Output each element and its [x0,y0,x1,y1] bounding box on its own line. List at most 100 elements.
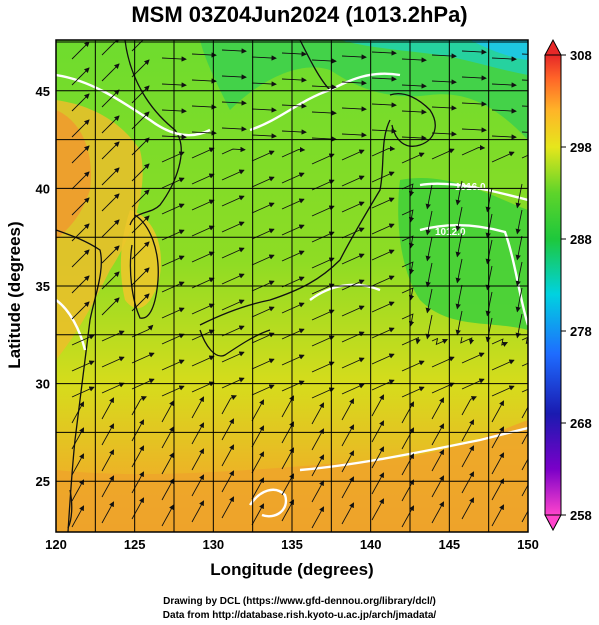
streamline [341,80,367,86]
streamline [455,258,463,284]
streamline [461,75,487,81]
x-tick-label: 140 [360,537,382,552]
streamline [71,301,90,320]
isobar-1012 [419,224,528,326]
colorbar: 258 268 278 288 298 308 [544,38,592,532]
streamline [161,151,185,163]
streamline [431,148,455,160]
streamline [281,276,305,288]
streamline [431,382,455,394]
isobar-label-1016: 1016.0 [455,182,486,193]
streamline [371,379,395,391]
streamline [221,195,245,207]
streamline [311,361,335,373]
streamline [131,396,147,416]
streamline [71,41,90,60]
streamline [461,352,485,364]
streamline [521,388,528,393]
streamline [281,129,307,135]
streamline [311,335,335,347]
streamline [191,52,217,58]
colorbar-max-arrow [544,38,562,56]
streamline [521,154,528,159]
streamline [515,235,523,261]
colorbar-tick-label: 278 [570,324,592,339]
streamline [101,356,125,368]
streamline [371,50,397,56]
cool-area-north [200,40,528,140]
coast-korea [129,214,159,319]
x-ticks: 120 125 130 135 140 145 150 [45,537,539,552]
streamline [191,78,217,84]
streamline [461,471,475,494]
streamline [311,84,337,90]
streamline [341,54,367,60]
streamline [491,504,505,527]
streamline [101,382,125,394]
streamline [371,197,395,209]
streamline [425,210,433,236]
y-tick-label: 45 [36,84,50,99]
streamline [311,58,337,64]
streamline [311,454,325,477]
streamline [371,249,395,261]
streamline [341,201,365,213]
coast-hokkaido [389,93,436,147]
isobar-north [249,72,401,132]
streamline [341,305,365,317]
isobar-south [299,426,528,472]
streamline [341,357,365,369]
streamline [311,153,335,165]
streamline [431,501,445,524]
streamline [341,106,367,112]
streamline [161,359,185,371]
streamline [521,131,528,133]
streamline [221,146,246,155]
streamline [431,449,445,472]
streamline [431,79,457,85]
streamline [161,177,185,189]
isobar-1016 [419,182,528,202]
streamline [341,383,365,395]
streamline [221,496,235,519]
streamline [221,444,235,467]
streamline [455,206,463,232]
x-tick-label: 135 [281,537,303,552]
streamline [401,360,425,372]
streamline [161,400,175,423]
y-tick-label: 40 [36,181,50,196]
streamline [341,175,365,187]
streamline [371,394,385,417]
streamline [221,273,245,285]
streamline [71,223,90,242]
streamline [311,110,337,116]
streamline [371,128,397,134]
streamline [401,386,425,398]
streamline [311,402,325,425]
streamline [251,150,275,162]
streamline [101,63,120,82]
streamline [191,474,205,497]
streamline [341,132,367,138]
streamline [71,119,90,138]
streamline [251,107,277,113]
streamline [485,239,493,265]
streamline [281,103,307,109]
streamline [401,313,415,327]
streamline [251,55,277,61]
streamline [71,453,85,476]
streamline [161,385,185,397]
streamline [161,504,175,527]
colorbar-ticks: 258 268 278 288 298 308 [561,48,592,523]
streamline [431,337,449,346]
x-axis-label: Longitude (degrees) [210,560,374,579]
colorbar-tick-label: 308 [570,48,592,63]
streamline [401,427,415,450]
colorbar-min-arrow [544,514,562,532]
streamline [131,497,145,520]
streamline [161,203,185,215]
streamline [221,48,247,54]
streamline [455,284,463,310]
streamline [191,448,205,471]
